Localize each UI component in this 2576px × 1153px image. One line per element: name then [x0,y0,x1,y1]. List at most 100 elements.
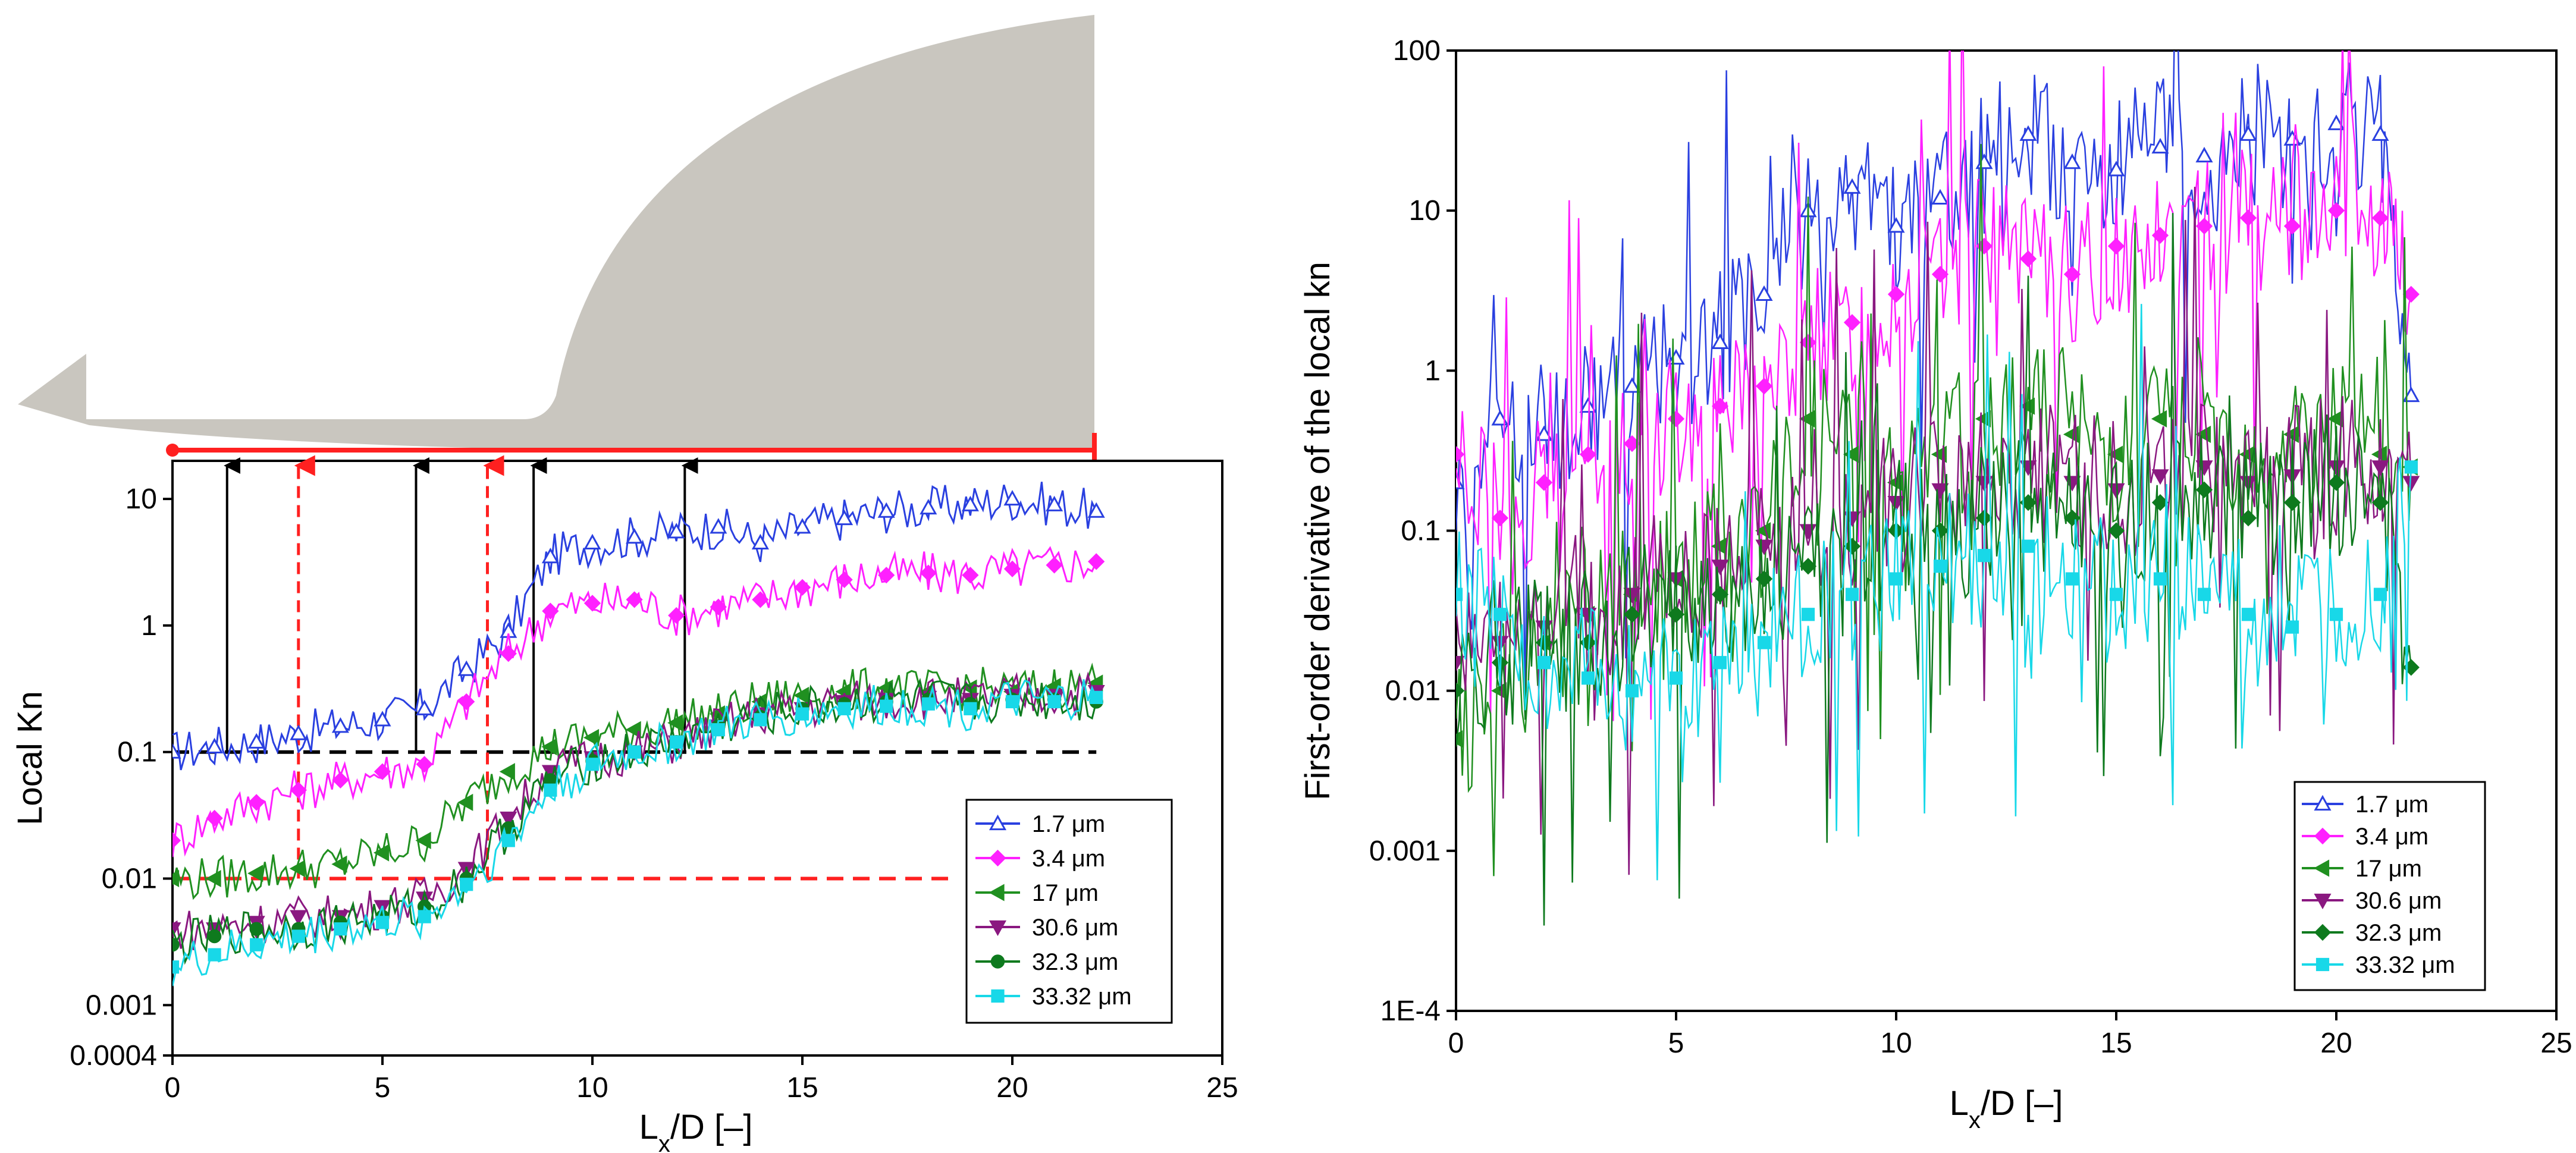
legend-marker [2314,827,2332,845]
data-point [1090,690,1103,704]
data-point [1669,671,1683,685]
legend-label: 30.6 μm [2355,888,2442,914]
data-point [457,660,475,676]
data-point [2063,266,2081,283]
data-point [961,495,979,511]
data-point [710,518,727,534]
data-point [793,579,811,596]
data-point [711,723,725,737]
data-point [249,922,263,936]
series-line [1456,144,2412,876]
x-tick-label: 25 [1206,1072,1238,1104]
data-point [667,714,683,732]
left-chart: 0 5 10 15 20 25 0.0004 0.001 0.01 0.1 1 10 Lx/D [–… [11,455,1238,1153]
data-point [2404,460,2418,474]
data-point [501,834,515,847]
data-point [667,523,685,539]
x-tick-label: 15 [786,1072,818,1104]
data-point [1581,671,1595,685]
right-chart: 0 5 10 15 20 25 1E-4 0.001 0.01 0.1 1 10 100 Lx/D [… [1298,35,2572,1133]
data-point [2195,481,2213,498]
legend-marker [2314,923,2332,941]
data-point [1799,410,1815,428]
data-point [2107,237,2125,255]
data-point [1493,608,1507,621]
data-point [1623,606,1641,623]
legend-label: 32.3 μm [1032,949,1118,975]
data-point [2063,153,2081,169]
data-point [670,735,683,749]
legend-label: 32.3 μm [2355,920,2442,946]
y-tick-label: 100 [1393,35,1441,67]
x-tick-label: 0 [165,1072,181,1104]
data-point [247,733,265,749]
legend-label: 17 μm [2355,856,2422,882]
legend-label: 33.32 μm [1032,984,1132,1010]
x-tick-label: 10 [576,1072,608,1104]
y-tick-label: 0.001 [86,989,157,1021]
left-x-ticks: 0 5 10 15 20 25 [165,1055,1238,1104]
legend-marker [989,814,1007,831]
data-point [2329,608,2343,621]
data-point [2019,397,2035,415]
data-point [2019,250,2037,268]
x-tick-label: 20 [996,1072,1028,1104]
nozzle-silhouette [18,15,1097,467]
x-tick-label: 20 [2320,1028,2352,1059]
legend-marker [989,884,1005,901]
data-point [1843,538,1861,555]
legend-label: 33.32 μm [2355,952,2455,978]
data-point [457,793,473,811]
data-point [374,763,391,780]
right-x-axis-label: Lx/D [–] [1950,1084,2063,1133]
left-series [172,482,1105,987]
legend-marker [2314,794,2332,811]
data-point [541,548,559,564]
data-point [752,591,769,608]
data-point [2283,494,2301,511]
data-point [2107,161,2125,177]
data-point [2371,460,2389,476]
data-point [206,809,223,827]
data-point [1537,656,1551,670]
data-point [331,855,347,873]
data-point [2402,386,2420,403]
right-y-axis-label: First-order derivative of the local kn [1298,262,1337,800]
data-point [1456,682,1465,699]
y-tick-label: 0.01 [1385,676,1441,707]
data-point [458,693,475,711]
data-point [1087,502,1105,518]
x-tick-label: 5 [1668,1028,1684,1059]
left-legend: 1.7 μm 3.4 μm 17 μm 30.6 μm 32.3 μm 33.32 μm [965,799,1173,1024]
data-point [2285,620,2299,634]
data-point [751,533,769,549]
data-point [1046,557,1063,574]
data-point [172,938,180,952]
data-point [1711,586,1729,603]
data-point [1843,445,1859,463]
legend-label: 1.7 μm [1032,811,1105,837]
data-point [1799,334,1817,351]
data-point [172,869,180,888]
data-point [1931,266,1949,283]
data-point [2327,460,2345,476]
data-point [1887,285,1905,303]
data-point [626,528,644,544]
data-point [418,910,431,923]
data-point [1711,397,1729,415]
data-point [2109,588,2123,601]
data-point [2241,608,2255,621]
data-point [2371,209,2389,227]
legend-marker [2314,893,2332,910]
legend-label: 1.7 μm [2355,791,2428,818]
data-point [1843,314,1861,331]
x-tick-label: 5 [375,1072,391,1104]
data-point [964,702,977,715]
data-point [625,721,641,739]
data-point [2195,218,2213,235]
data-point [1579,397,1597,413]
data-point [1755,378,1773,395]
data-point [920,498,937,515]
data-point [2373,588,2387,601]
data-point [541,738,557,756]
